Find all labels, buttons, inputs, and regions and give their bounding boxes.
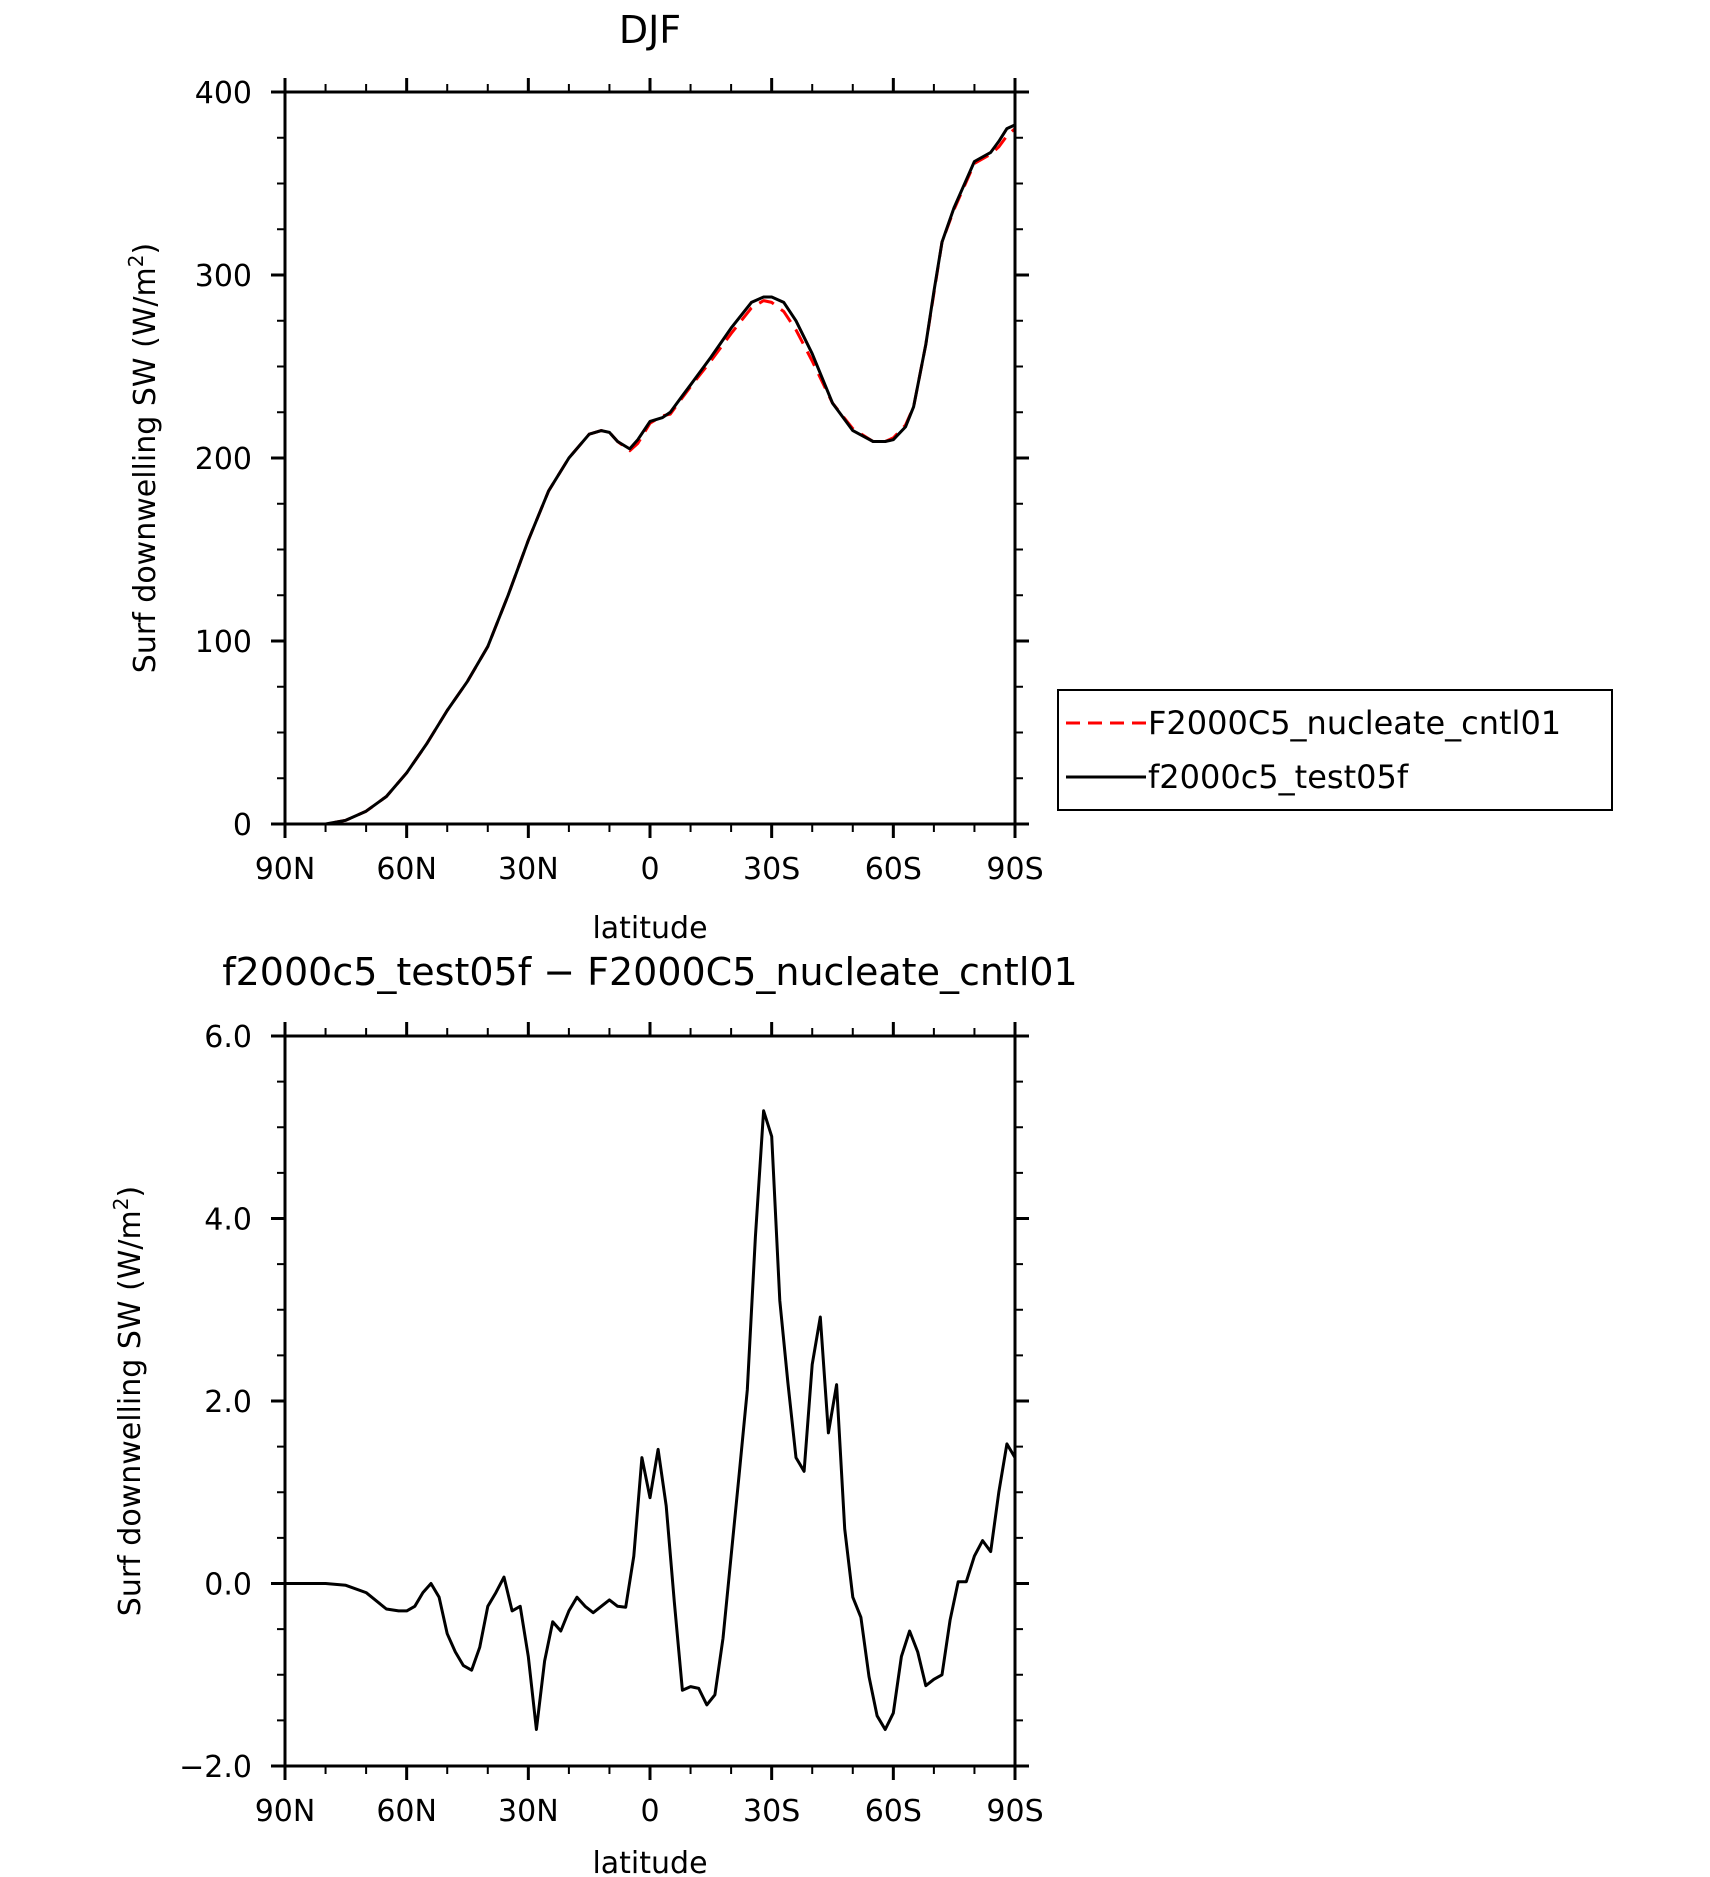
top-y-axis-label: Surf downwelling SW (W/m2) [124, 243, 163, 673]
bottom-plot-frame [283, 1034, 1017, 1768]
x-tick-label: 90S [986, 1794, 1043, 1829]
x-tick-label: 60N [376, 852, 437, 887]
x-tick-label: 30N [498, 1794, 559, 1829]
x-tick-label: 90N [255, 852, 316, 887]
bottom-panel: f2000c5_test05f − F2000C5_nucleate_cntl0… [109, 950, 1078, 1877]
top-panel-ticks [271, 78, 1029, 838]
y-tick-label: 0 [233, 808, 252, 843]
y-tick-label: 0.0 [204, 1568, 252, 1603]
y-tick-label: −2.0 [179, 1750, 252, 1785]
bottom-y-axis-label: Surf downwelling SW (W/m2) [109, 1186, 148, 1616]
top-panel: DJF 90N 60N 30N 0 30S 60S 90S 0 100 200 300 400 lat… [124, 8, 1044, 946]
legend-box [1057, 689, 1613, 811]
x-tick-label: 30N [498, 852, 559, 887]
x-tick-label: 90N [255, 1794, 316, 1829]
x-tick-label: 60S [865, 852, 922, 887]
bottom-panel-tick-labels: 90N 60N 30N 0 30S 60S 90S −2.0 0.0 2.0 4.0 6.0 [179, 1020, 1043, 1829]
x-tick-label: 30S [743, 1794, 800, 1829]
bottom-x-axis-label: latitude [592, 1846, 707, 1877]
legend-label-test05f: f2000c5_test05f [1148, 758, 1409, 796]
top-panel-series [285, 123, 1017, 826]
y-tick-label: 2.0 [204, 1385, 252, 1420]
bottom-panel-ticks [271, 1022, 1029, 1780]
series-line-1-0 [285, 1109, 1017, 1731]
y-tick-label: 400 [195, 76, 252, 111]
x-tick-label: 90S [986, 852, 1043, 887]
x-tick-label: 30S [743, 852, 800, 887]
top-panel-tick-labels: 90N 60N 30N 0 30S 60S 90S 0 100 200 300 400 [195, 76, 1044, 887]
y-tick-label: 200 [195, 442, 252, 477]
y-tick-label: 6.0 [204, 1020, 252, 1055]
series-line-F2000C5_nucleate_cntl01 [285, 127, 1017, 826]
legend: F2000C5_nucleate_cntl01 f2000c5_test05f [1057, 689, 1613, 811]
x-tick-label: 0 [640, 1794, 659, 1829]
top-x-axis-label: latitude [592, 911, 707, 946]
legend-label-cntl01: F2000C5_nucleate_cntl01 [1148, 704, 1561, 742]
x-tick-label: 60N [376, 1794, 437, 1829]
y-tick-label: 4.0 [204, 1203, 252, 1238]
top-plot-frame [283, 90, 1017, 826]
bottom-panel-series [285, 1109, 1017, 1731]
y-tick-label: 300 [195, 259, 252, 294]
series-line-f2000c5_test05f [285, 123, 1016, 826]
y-tick-label: 100 [195, 625, 252, 660]
chart-title-djf: DJF [619, 8, 681, 52]
x-tick-label: 60S [865, 1794, 922, 1829]
x-tick-label: 0 [640, 852, 659, 887]
chart-title-difference: f2000c5_test05f − F2000C5_nucleate_cntl0… [222, 950, 1077, 994]
